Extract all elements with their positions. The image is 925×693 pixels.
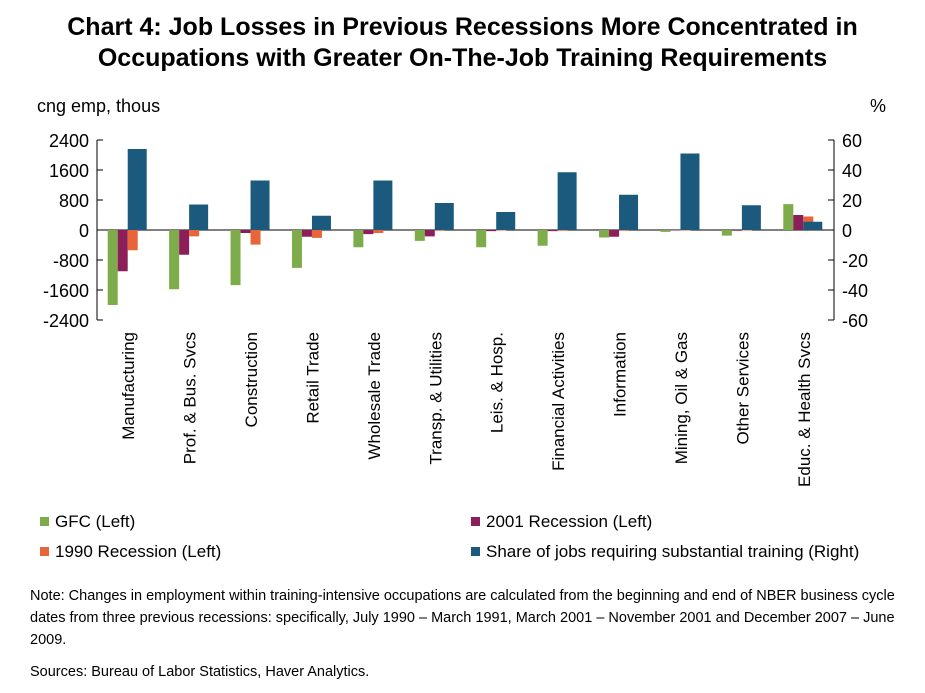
bar-2001: [731, 230, 742, 231]
legend-label: 2001 Recession (Left): [486, 512, 652, 531]
chart-title: Chart 4: Job Losses in Previous Recessio…: [0, 12, 925, 74]
bar-gfc: [660, 230, 671, 232]
right-tick-label: 0: [842, 221, 852, 241]
left-tick-label: -800: [53, 251, 89, 271]
bar-gfc: [537, 230, 548, 246]
bar-gfc: [107, 230, 118, 305]
bar-gfc: [230, 230, 241, 286]
bar-2001: [486, 230, 497, 232]
legend-label: 1990 Recession (Left): [55, 542, 221, 561]
y2-axis-label: %: [870, 96, 886, 116]
bar-training-share: [189, 204, 209, 230]
bar-training-share: [619, 194, 639, 230]
bar-gfc: [169, 230, 180, 290]
right-tick-label: -20: [842, 251, 868, 271]
category-label: Wholesale Trade: [365, 332, 384, 460]
legend-swatch: [40, 547, 49, 556]
bar-training-share: [557, 172, 577, 230]
bar-1990: [434, 230, 445, 231]
left-tick-label: 1600: [49, 161, 89, 181]
bar-2001: [609, 230, 620, 237]
bar-gfc: [783, 204, 794, 230]
bar-1990: [373, 230, 384, 233]
chart-note: Note: Changes in employment within train…: [30, 588, 895, 648]
bar-2001: [240, 230, 251, 233]
category-label: Other Services: [733, 332, 752, 444]
bar-1990: [741, 230, 752, 231]
bar-1990: [127, 230, 138, 251]
bar-1990: [250, 230, 261, 245]
right-tick-label: -40: [842, 281, 868, 301]
bar-gfc: [353, 230, 364, 248]
legend-label: Share of jobs requiring substantial trai…: [486, 542, 859, 561]
bar-training-share: [496, 212, 516, 230]
chart-sources: Sources: Bureau of Labor Statistics, Hav…: [30, 664, 370, 680]
chart: cng emp, thous % 2400 1600 800 0 -800 -1600 -240…: [37, 96, 886, 561]
left-tick-label: 2400: [49, 131, 89, 151]
bar-2001: [670, 230, 681, 231]
right-tick-label: 20: [842, 191, 862, 211]
bar-training-share: [373, 180, 393, 230]
category-label: Construction: [242, 332, 261, 427]
right-tick-label: 40: [842, 161, 862, 181]
category-label: Manufacturing: [119, 332, 138, 440]
bar-1990: [557, 230, 568, 231]
left-tick-label: -1600: [43, 281, 89, 301]
y-axis-label: cng emp, thous: [37, 96, 160, 116]
title-line-2: Occupations with Greater On-The-Job Trai…: [97, 44, 828, 72]
category-label: Leis. & Hosp.: [488, 332, 507, 433]
bar-training-share: [311, 215, 331, 230]
bar-training-share: [250, 180, 270, 230]
bar-gfc: [599, 230, 610, 238]
bar-1990: [619, 230, 630, 231]
category-label: Information: [611, 332, 630, 417]
bar-training-share: [680, 153, 700, 230]
bar-gfc: [414, 230, 425, 241]
bar-training-share: [741, 205, 761, 230]
bar-gfc: [476, 230, 487, 248]
bar-training-share: [434, 203, 454, 230]
bar-1990: [189, 230, 200, 237]
category-label: Transp. & Utilities: [426, 332, 445, 465]
bar-2001: [301, 230, 312, 237]
axes: cng emp, thous % 2400 1600 800 0 -800 -1600 -240…: [37, 96, 886, 331]
legend-label: GFC (Left): [55, 512, 135, 531]
bar-2001: [547, 230, 558, 232]
bar-1990: [496, 230, 507, 231]
right-tick-label: 60: [842, 131, 862, 151]
left-tick-label: 0: [79, 221, 89, 241]
bar-2001: [424, 230, 435, 237]
legend-swatch: [471, 517, 480, 526]
legend-swatch: [471, 547, 480, 556]
bar-1990: [311, 230, 322, 238]
right-tick-label: -60: [842, 311, 868, 331]
category-label: Prof. & Bus. Svcs: [181, 332, 200, 464]
bar-2001: [117, 230, 128, 272]
category-label: Retail Trade: [303, 332, 322, 424]
category-label: Educ. & Health Svcs: [795, 332, 814, 487]
bar-training-share: [127, 149, 147, 230]
bar-training-share: [803, 221, 823, 230]
bars: [107, 149, 823, 305]
bar-gfc: [291, 230, 302, 268]
legend: GFC (Left) 2001 Recession (Left) 1990 Rece…: [40, 512, 859, 561]
bar-gfc: [721, 230, 732, 236]
bar-2001: [793, 215, 804, 230]
category-labels: Manufacturing Prof. & Bus. Svcs Constructi…: [119, 332, 814, 487]
bar-2001: [363, 230, 374, 235]
left-tick-label: -2400: [43, 311, 89, 331]
bar-2001: [179, 230, 190, 255]
title-line-1: Chart 4: Job Losses in Previous Recessio…: [67, 13, 858, 41]
category-label: Financial Activities: [549, 332, 568, 471]
legend-swatch: [40, 517, 49, 526]
left-tick-label: 800: [59, 191, 89, 211]
bar-1990: [680, 230, 691, 231]
category-label: Mining, Oil & Gas: [672, 332, 691, 464]
